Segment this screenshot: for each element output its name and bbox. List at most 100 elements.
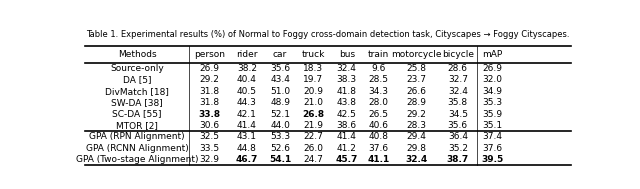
Text: 32.4: 32.4: [405, 155, 428, 164]
Text: Methods: Methods: [118, 50, 157, 59]
Text: 38.7: 38.7: [447, 155, 469, 164]
Text: 35.6: 35.6: [270, 64, 290, 73]
Text: 43.4: 43.4: [270, 75, 290, 84]
Text: 41.4: 41.4: [337, 132, 356, 141]
Text: 41.1: 41.1: [367, 155, 389, 164]
Text: 41.8: 41.8: [337, 87, 356, 96]
Text: 28.3: 28.3: [406, 121, 426, 130]
Text: mAP: mAP: [483, 50, 502, 59]
Text: 32.9: 32.9: [200, 155, 220, 164]
Text: 34.9: 34.9: [483, 87, 502, 96]
Text: 20.9: 20.9: [303, 87, 323, 96]
Text: 18.3: 18.3: [303, 64, 323, 73]
Text: 35.8: 35.8: [448, 98, 468, 107]
Text: 32.5: 32.5: [200, 132, 220, 141]
Text: 38.2: 38.2: [237, 64, 257, 73]
Text: DivMatch [18]: DivMatch [18]: [105, 87, 169, 96]
Text: 26.9: 26.9: [483, 64, 502, 73]
Text: 36.4: 36.4: [448, 132, 468, 141]
Text: GPA (RCNN Alignment): GPA (RCNN Alignment): [86, 144, 189, 153]
Text: 26.9: 26.9: [200, 64, 220, 73]
Text: 44.3: 44.3: [237, 98, 257, 107]
Text: rider: rider: [236, 50, 257, 59]
Text: 29.4: 29.4: [406, 132, 426, 141]
Text: 31.8: 31.8: [199, 98, 220, 107]
Text: Table 1. Experimental results (%) of Normal to Foggy cross-domain detection task: Table 1. Experimental results (%) of Nor…: [86, 30, 570, 39]
Text: 26.6: 26.6: [406, 87, 426, 96]
Text: 21.0: 21.0: [303, 98, 323, 107]
Text: 38.3: 38.3: [337, 75, 356, 84]
Text: 41.4: 41.4: [237, 121, 257, 130]
Text: 37.6: 37.6: [483, 144, 502, 153]
Text: 35.3: 35.3: [483, 98, 502, 107]
Text: DA [5]: DA [5]: [123, 75, 152, 84]
Text: 34.3: 34.3: [368, 87, 388, 96]
Text: 54.1: 54.1: [269, 155, 291, 164]
Text: 26.8: 26.8: [302, 109, 324, 119]
Text: 46.7: 46.7: [236, 155, 258, 164]
Text: 40.6: 40.6: [368, 121, 388, 130]
Text: 39.5: 39.5: [481, 155, 504, 164]
Text: 9.6: 9.6: [371, 64, 385, 73]
Text: 52.1: 52.1: [270, 109, 290, 119]
Text: 37.4: 37.4: [483, 132, 502, 141]
Text: 29.2: 29.2: [406, 109, 426, 119]
Text: 32.4: 32.4: [337, 64, 356, 73]
Text: 29.8: 29.8: [406, 144, 426, 153]
Text: bicycle: bicycle: [442, 50, 474, 59]
Text: 42.5: 42.5: [337, 109, 356, 119]
Text: 21.9: 21.9: [303, 121, 323, 130]
Text: 43.1: 43.1: [237, 132, 257, 141]
Text: 41.2: 41.2: [337, 144, 356, 153]
Text: 33.5: 33.5: [199, 144, 220, 153]
Text: SW-DA [38]: SW-DA [38]: [111, 98, 163, 107]
Text: 28.6: 28.6: [448, 64, 468, 73]
Text: 32.7: 32.7: [448, 75, 468, 84]
Text: 40.4: 40.4: [237, 75, 257, 84]
Text: 28.5: 28.5: [368, 75, 388, 84]
Text: 19.7: 19.7: [303, 75, 323, 84]
Text: motorcycle: motorcycle: [391, 50, 442, 59]
Text: 23.7: 23.7: [406, 75, 426, 84]
Text: 32.4: 32.4: [448, 87, 468, 96]
Text: 43.8: 43.8: [337, 98, 356, 107]
Text: SC-DA [55]: SC-DA [55]: [113, 109, 162, 119]
Text: 30.6: 30.6: [199, 121, 220, 130]
Text: 24.7: 24.7: [303, 155, 323, 164]
Text: GPA (Two-stage Alignment): GPA (Two-stage Alignment): [76, 155, 198, 164]
Text: person: person: [194, 50, 225, 59]
Text: GPA (RPN Alignment): GPA (RPN Alignment): [90, 132, 185, 141]
Text: 40.8: 40.8: [368, 132, 388, 141]
Text: 51.0: 51.0: [270, 87, 290, 96]
Text: train: train: [368, 50, 389, 59]
Text: truck: truck: [301, 50, 325, 59]
Text: MTOR [2]: MTOR [2]: [116, 121, 158, 130]
Text: 28.0: 28.0: [368, 98, 388, 107]
Text: bus: bus: [339, 50, 355, 59]
Text: 38.6: 38.6: [337, 121, 356, 130]
Text: 44.8: 44.8: [237, 144, 257, 153]
Text: car: car: [273, 50, 287, 59]
Text: 40.5: 40.5: [237, 87, 257, 96]
Text: 37.6: 37.6: [368, 144, 388, 153]
Text: 22.7: 22.7: [303, 132, 323, 141]
Text: 53.3: 53.3: [270, 132, 290, 141]
Text: 28.9: 28.9: [406, 98, 426, 107]
Text: 52.6: 52.6: [270, 144, 290, 153]
Text: 26.5: 26.5: [368, 109, 388, 119]
Text: 33.8: 33.8: [198, 109, 220, 119]
Text: Source-only: Source-only: [110, 64, 164, 73]
Text: 31.8: 31.8: [199, 87, 220, 96]
Text: 29.2: 29.2: [200, 75, 220, 84]
Text: 42.1: 42.1: [237, 109, 257, 119]
Text: 34.5: 34.5: [448, 109, 468, 119]
Text: 35.1: 35.1: [483, 121, 502, 130]
Text: 26.0: 26.0: [303, 144, 323, 153]
Text: 32.0: 32.0: [483, 75, 502, 84]
Text: 35.9: 35.9: [483, 109, 502, 119]
Text: 35.2: 35.2: [448, 144, 468, 153]
Text: 44.0: 44.0: [270, 121, 290, 130]
Text: 45.7: 45.7: [335, 155, 358, 164]
Text: 25.8: 25.8: [406, 64, 426, 73]
Text: 48.9: 48.9: [270, 98, 290, 107]
